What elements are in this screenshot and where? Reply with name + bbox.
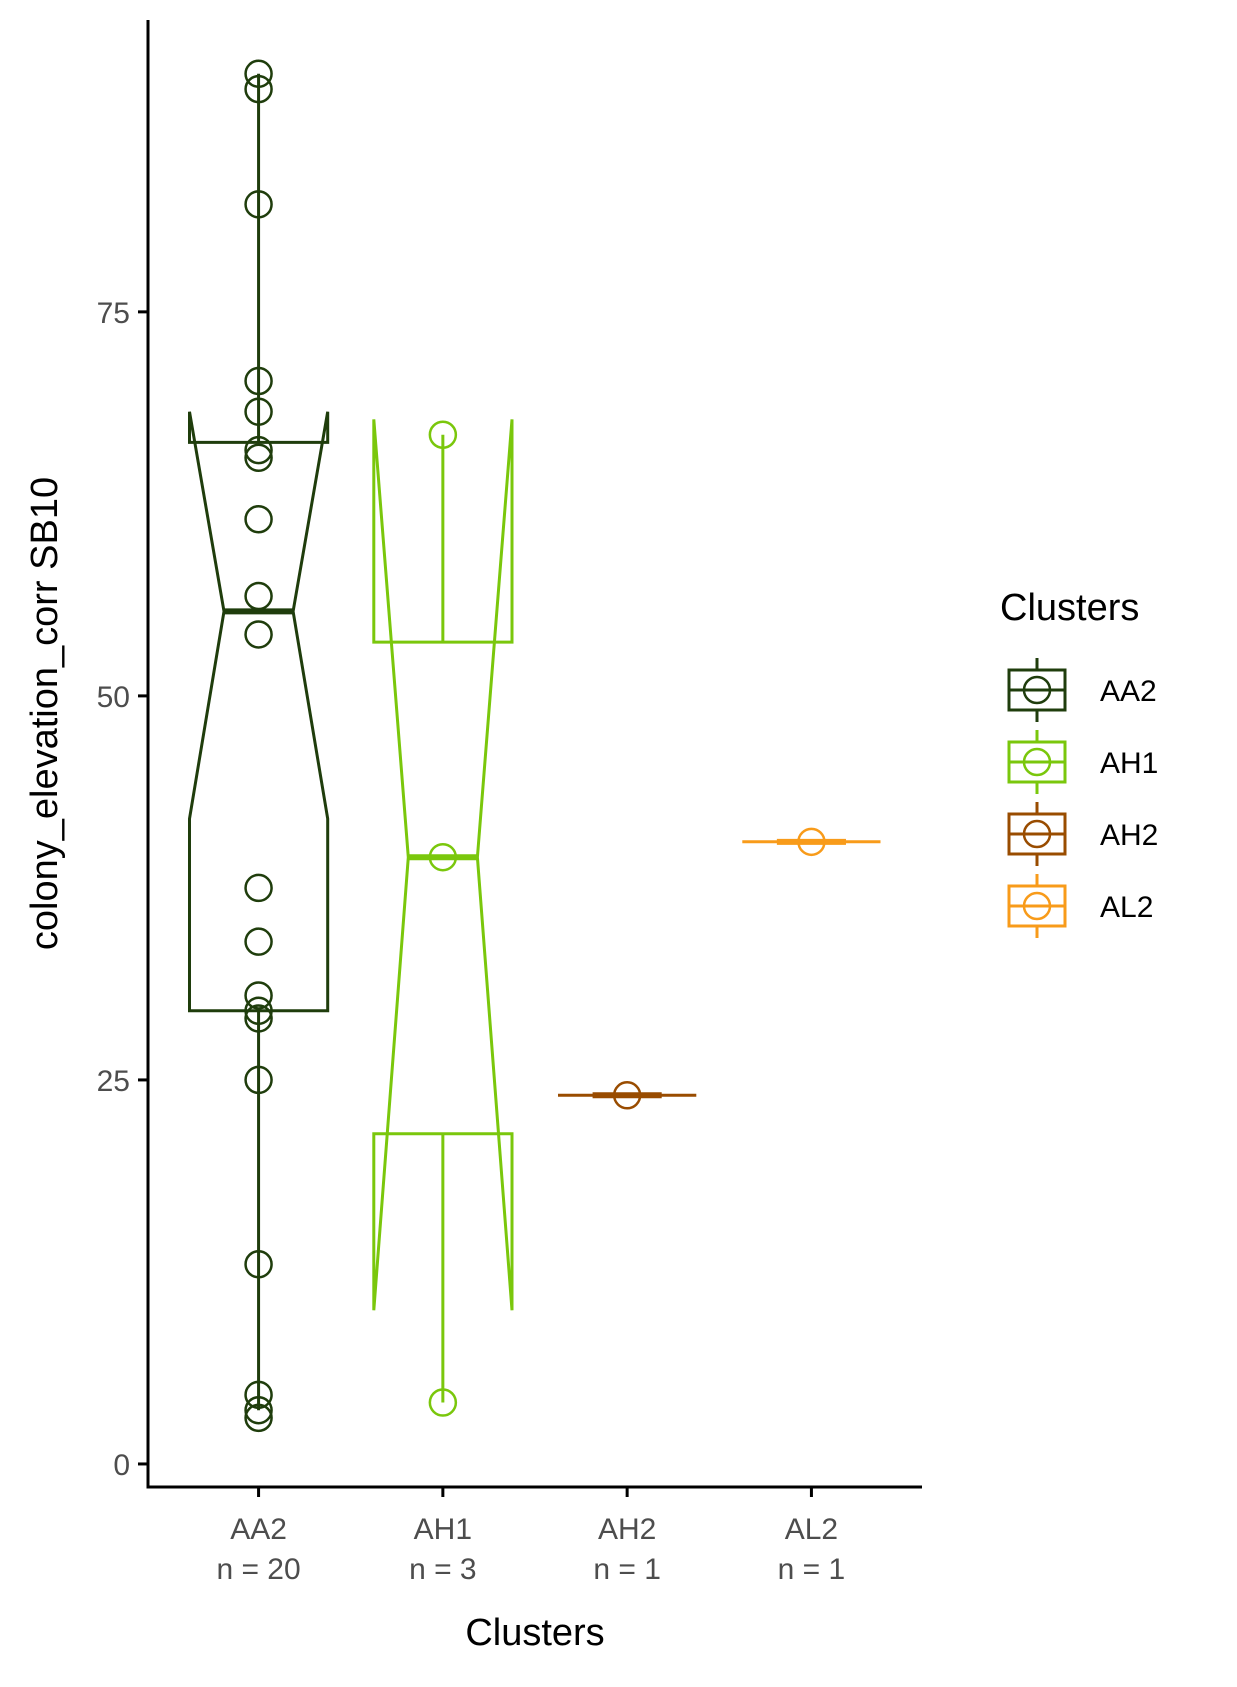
legend-item-ah1: AH1 — [1007, 730, 1158, 794]
legend-key — [1007, 802, 1067, 866]
axes — [146, 20, 922, 1489]
legend-key-point — [1022, 891, 1052, 921]
legend-label: AA2 — [1100, 675, 1157, 708]
data-point — [428, 842, 458, 872]
legend-key — [1007, 658, 1067, 722]
data-point — [244, 1004, 273, 1033]
x-tick-count-ah2: n = 1 — [593, 1553, 661, 1586]
data-point — [244, 1380, 273, 1410]
data-point — [244, 366, 273, 396]
y-axis-ticks: 0 25 50 75 — [97, 297, 148, 1482]
data-point — [244, 1065, 273, 1095]
data-point — [244, 443, 273, 473]
series-ah2 — [558, 1081, 697, 1110]
plot-marks — [188, 59, 881, 1433]
series-aa2 — [188, 59, 330, 1433]
x-tick-count-aa2: n = 20 — [216, 1553, 300, 1586]
legend-key-point — [1022, 747, 1052, 777]
legend-label: AH2 — [1100, 819, 1158, 852]
legend-label: AH1 — [1100, 747, 1158, 780]
data-point — [244, 190, 273, 219]
data-point — [244, 981, 273, 1010]
data-point — [244, 996, 273, 1026]
legend-title: Clusters — [1000, 587, 1139, 629]
data-point — [244, 1403, 273, 1433]
data-point — [244, 927, 273, 956]
data-point — [244, 504, 273, 534]
legend-item-ah2: AH2 — [1007, 802, 1158, 866]
data-point — [244, 1395, 273, 1425]
data-point — [244, 1250, 273, 1279]
y-tick-label: 0 — [113, 1449, 130, 1482]
x-tick-label-ah1: AH1 — [414, 1513, 472, 1546]
legend-item-al2: AL2 — [1007, 874, 1153, 938]
data-point — [428, 420, 458, 450]
legend-key-point — [1022, 819, 1052, 849]
y-tick-label: 75 — [97, 297, 130, 330]
data-point — [244, 397, 273, 426]
data-point — [244, 620, 273, 649]
data-point — [244, 74, 273, 104]
data-point — [612, 1081, 642, 1110]
x-axis-ticks: AA2 n = 20 AH1 n = 3 AH2 n = 1 AL2 n = 1 — [216, 1487, 845, 1586]
series-ah1 — [372, 419, 514, 1417]
data-point — [244, 581, 273, 611]
legend-key — [1007, 874, 1067, 938]
legend-key — [1007, 730, 1067, 794]
y-tick-label: 50 — [97, 681, 130, 714]
legend-label: AL2 — [1100, 891, 1153, 924]
data-point — [244, 59, 273, 89]
box-outline — [188, 411, 330, 1013]
x-tick-count-ah1: n = 3 — [409, 1553, 477, 1586]
series-al2 — [742, 827, 881, 857]
x-tick-label-aa2: AA2 — [230, 1513, 287, 1546]
y-axis-title: colony_elevation_corr SB10 — [24, 477, 66, 950]
x-axis-title: Clusters — [465, 1612, 604, 1654]
data-point — [428, 1388, 458, 1417]
data-point — [244, 435, 273, 465]
legend-item-aa2: AA2 — [1007, 658, 1157, 722]
legend-key-point — [1022, 675, 1052, 705]
x-tick-label-al2: AL2 — [785, 1513, 838, 1546]
box-outline — [372, 419, 514, 1311]
x-tick-label-ah2: AH2 — [598, 1513, 656, 1546]
data-point — [797, 827, 826, 857]
legend: Clusters AA2 AH1 AH2 AL2 — [1000, 587, 1158, 938]
x-tick-count-al2: n = 1 — [778, 1553, 846, 1586]
y-tick-label: 25 — [97, 1065, 130, 1098]
data-point — [244, 873, 273, 903]
